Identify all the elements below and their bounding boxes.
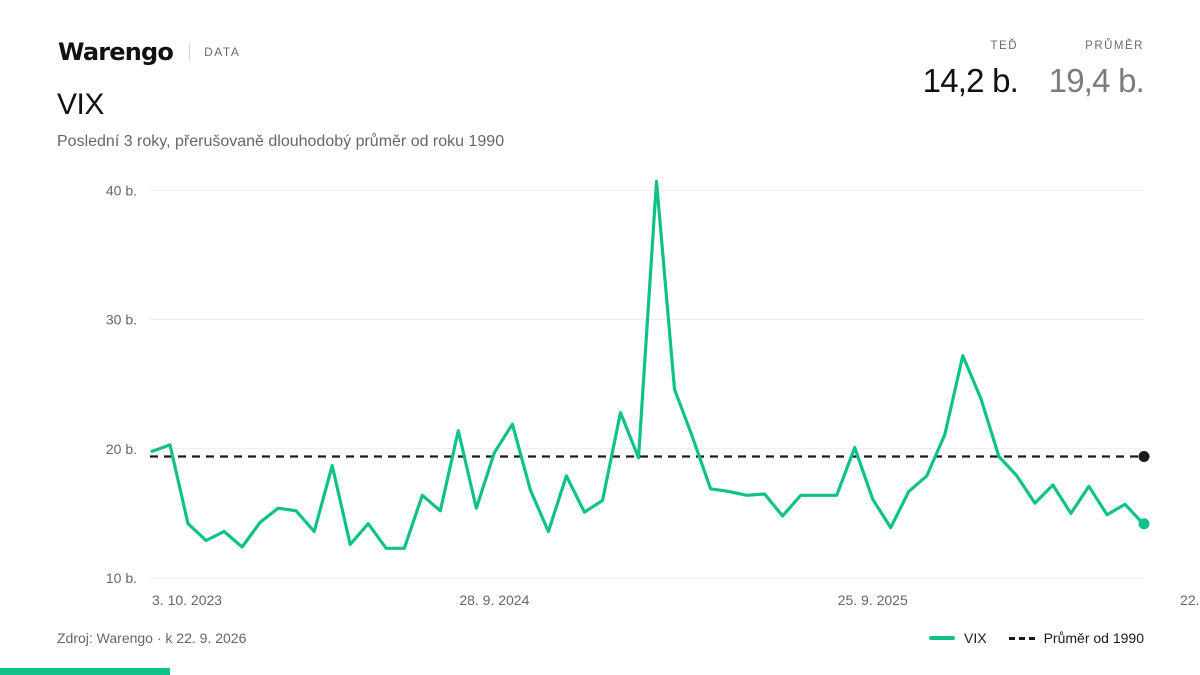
vix-data-point	[1106, 513, 1108, 515]
y-tick-label: 30 b.	[106, 312, 137, 328]
vix-data-point	[241, 546, 243, 548]
legend-swatch-average	[1008, 636, 1035, 640]
vix-data-point	[583, 511, 585, 513]
legend: VIX Průměr od 1990	[929, 630, 1144, 646]
vix-data-point	[727, 490, 729, 492]
legend-label-average: Průměr od 1990	[1043, 630, 1144, 646]
chart-title: VIX	[57, 88, 104, 121]
vix-data-point	[367, 523, 369, 525]
legend-item-average: Průměr od 1990	[1008, 630, 1144, 646]
legend-label-vix: VIX	[964, 630, 987, 646]
vix-data-point	[1052, 484, 1054, 486]
stat-now-value: 14,2 b.	[922, 62, 1019, 99]
vix-data-point	[673, 388, 675, 390]
vix-data-point	[1034, 502, 1036, 504]
vix-data-point	[277, 507, 279, 509]
vix-data-point	[890, 526, 892, 528]
brand-divider	[189, 43, 191, 61]
x-tick-label: 3. 10. 2023	[152, 592, 222, 608]
source-note: Zdroj: Warengo · k 22. 9. 2026	[57, 630, 247, 646]
vix-data-point	[385, 547, 387, 549]
vix-data-point	[655, 180, 657, 182]
stat-now-label: TEĎ	[990, 40, 1018, 52]
vix-data-point	[187, 523, 189, 525]
vix-data-point	[151, 450, 153, 452]
vix-latest-dot	[1138, 518, 1150, 530]
vix-series-line	[150, 179, 1145, 550]
vix-data-point	[854, 446, 856, 448]
vix-data-point	[529, 489, 531, 491]
vix-data-point	[493, 451, 495, 453]
accent-bar	[0, 668, 170, 675]
vix-data-point	[1070, 512, 1072, 514]
brand: Warengo DATA	[58, 38, 240, 66]
x-tick-label: 28. 9. 2024	[459, 592, 529, 608]
stat-average-label: PRŮMĚR	[1085, 40, 1144, 52]
vix-data-point	[835, 494, 837, 496]
vix-data-point	[619, 411, 621, 413]
vix-data-point	[421, 494, 423, 496]
brand-tag: DATA	[204, 45, 241, 59]
vix-data-point	[691, 436, 693, 438]
stat-average-value: 19,4 b.	[1048, 62, 1145, 99]
vix-data-point	[709, 488, 711, 490]
vix-data-point	[511, 423, 513, 425]
vix-data-point	[1088, 485, 1090, 487]
vix-data-point	[763, 493, 765, 495]
y-tick-label: 40 b.	[106, 182, 137, 198]
vix-data-point	[295, 510, 297, 512]
legend-item-vix: VIX	[929, 630, 987, 646]
vix-data-point	[457, 429, 459, 431]
vix-data-point	[169, 444, 171, 446]
vix-data-point	[799, 494, 801, 496]
stat-average: PRŮMĚR 19,4 b.	[1048, 40, 1145, 100]
vix-data-point	[205, 539, 207, 541]
vix-data-point	[637, 457, 639, 459]
x-tick-label: 25. 9. 2025	[838, 592, 908, 608]
y-tick-label: 10 b.	[106, 570, 137, 586]
vix-data-point	[223, 530, 225, 532]
stat-now: TEĎ 14,2 b.	[922, 40, 1019, 100]
vix-data-point	[475, 507, 477, 509]
vix-data-point	[962, 355, 964, 357]
x-tick-label: 22. 9. 2026	[1180, 592, 1200, 608]
warengo-logo: Warengo	[58, 38, 174, 66]
vix-data-point	[331, 464, 333, 466]
average-end-dot	[1138, 451, 1150, 463]
vix-data-point	[259, 521, 261, 523]
vix-data-point	[547, 530, 549, 532]
vix-data-point	[439, 510, 441, 512]
vix-data-point	[817, 494, 819, 496]
vix-data-point	[565, 475, 567, 477]
vix-data-point	[908, 490, 910, 492]
y-tick-label: 20 b.	[106, 441, 137, 457]
vix-data-point	[872, 498, 874, 500]
vix-data-point	[944, 433, 946, 435]
vix-data-point	[980, 397, 982, 399]
vix-data-point	[349, 543, 351, 545]
vix-data-point	[998, 455, 1000, 457]
vix-data-point	[1124, 503, 1126, 505]
vix-data-point	[745, 494, 747, 496]
vix-data-point	[781, 515, 783, 517]
vix-data-point	[926, 475, 928, 477]
vix-data-point	[601, 499, 603, 501]
vix-data-point	[1016, 475, 1018, 477]
legend-swatch-vix	[929, 636, 956, 640]
vix-data-point	[313, 530, 315, 532]
vix-data-point	[403, 547, 405, 549]
chart-subtitle: Poslední 3 roky, přerušovaně dlouhodobý …	[57, 133, 505, 150]
